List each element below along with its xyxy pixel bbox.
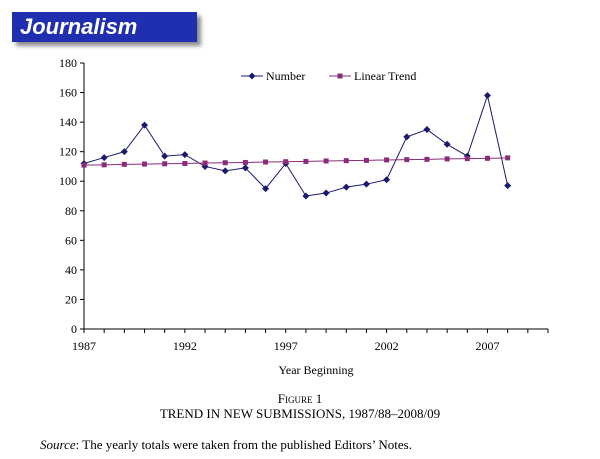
x-tick-label: 2002	[375, 339, 399, 353]
data-point-number	[423, 126, 431, 133]
legend-marker-1	[337, 73, 343, 79]
x-tick-label: 1997	[274, 339, 298, 353]
source-text: : The yearly totals were taken from the …	[75, 437, 412, 452]
data-point-trend	[343, 158, 349, 164]
data-point-trend	[404, 157, 410, 163]
y-tick-label: 160	[59, 86, 77, 100]
legend-marker-0	[248, 72, 256, 80]
data-point-number	[483, 92, 491, 100]
data-point-number	[362, 180, 370, 188]
y-tick-label: 180	[59, 56, 77, 70]
data-point-trend	[121, 161, 127, 167]
data-point-number	[262, 185, 270, 193]
x-tick-label: 2007	[475, 339, 499, 353]
data-point-number	[504, 182, 512, 190]
y-tick-label: 100	[59, 174, 77, 188]
data-point-trend	[484, 155, 490, 161]
data-point-number	[241, 164, 249, 172]
data-point-trend	[81, 162, 87, 168]
data-point-trend	[303, 158, 309, 164]
figure-title: TREND IN NEW SUBMISSIONS, 1987/88–2008/0…	[159, 406, 441, 421]
y-tick-label: 60	[65, 233, 77, 247]
data-point-number	[342, 183, 350, 191]
legend-label-0: Number	[266, 69, 305, 83]
data-point-trend	[363, 157, 369, 163]
figure-label: Figure 1	[277, 391, 323, 406]
x-tick-label: 1987	[72, 339, 96, 353]
series-line-1	[83, 157, 508, 166]
source-note: Source: The yearly totals were taken fro…	[40, 437, 412, 453]
data-point-trend	[323, 158, 329, 164]
data-point-number	[221, 167, 229, 175]
series-line-0	[83, 93, 509, 197]
data-point-number	[302, 192, 310, 200]
y-tick-label: 20	[65, 292, 77, 306]
data-point-trend	[222, 160, 228, 166]
data-point-trend	[202, 160, 208, 166]
data-point-number	[141, 121, 149, 129]
data-point-number	[383, 176, 391, 184]
data-point-number	[181, 151, 189, 159]
data-point-number	[100, 154, 108, 162]
data-point-trend	[444, 156, 450, 162]
data-point-trend	[263, 159, 269, 165]
x-tick-label: 1992	[173, 339, 197, 353]
data-point-number	[322, 189, 330, 197]
section-banner: Journalism	[12, 12, 197, 42]
data-point-trend	[384, 157, 390, 163]
data-point-trend	[242, 159, 248, 165]
x-axis-label: Year Beginning	[278, 363, 353, 377]
data-point-trend	[464, 156, 470, 162]
y-tick-label: 140	[59, 115, 77, 129]
source-label: Source	[40, 437, 76, 452]
data-point-trend	[424, 156, 430, 162]
line-chart: 0 20 40 60 80 100 120 140 160 180 1987 1992 1997 2002…	[59, 56, 549, 377]
data-point-trend	[505, 155, 511, 161]
data-point-trend	[182, 160, 188, 166]
y-tick-label: 40	[65, 263, 77, 277]
data-point-trend	[101, 162, 107, 168]
data-point-trend	[142, 161, 148, 167]
section-title: Journalism	[20, 14, 138, 39]
data-point-number	[120, 148, 128, 156]
legend-label-1: Linear Trend	[354, 69, 416, 83]
data-point-trend	[283, 159, 289, 165]
data-point-trend	[162, 161, 168, 167]
data-point-number	[443, 140, 451, 148]
data-point-number	[403, 133, 411, 141]
y-tick-label: 0	[71, 322, 77, 336]
y-tick-label: 120	[59, 145, 77, 159]
y-tick-label: 80	[65, 204, 77, 218]
data-point-number	[161, 152, 169, 160]
